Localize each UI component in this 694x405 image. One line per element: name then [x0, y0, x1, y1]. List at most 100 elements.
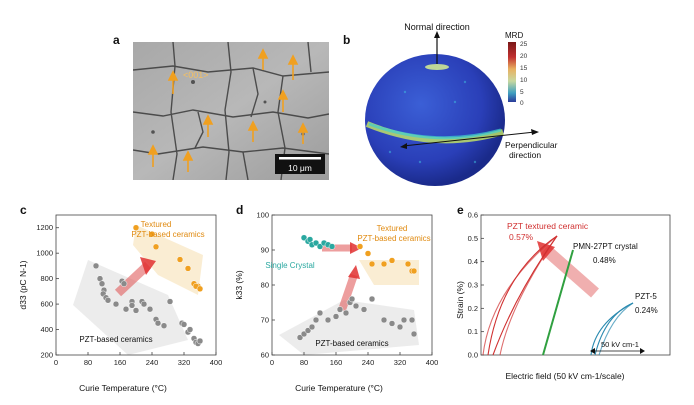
annotation-pzt-ceramics: PZT-based ceramics — [315, 339, 388, 348]
sem-micrograph: <001> 10 μm — [133, 42, 329, 180]
curve-pzt-textured-down — [487, 235, 558, 356]
data-point — [336, 306, 344, 313]
data-point — [196, 285, 204, 293]
panel-letter-c: c — [20, 203, 27, 217]
data-point — [176, 256, 184, 263]
colorbar — [508, 42, 516, 102]
colorbar-tick: 20 — [520, 53, 528, 60]
data-point — [342, 309, 350, 317]
value-pmn-27pt: 0.48% — [593, 256, 616, 265]
region-textured — [133, 225, 203, 295]
sphere — [365, 54, 505, 186]
orientation-arrows — [147, 48, 309, 172]
data-point — [196, 337, 204, 345]
annotation-textured: Textured — [377, 224, 408, 233]
panel-letter-b: b — [343, 33, 351, 47]
data-point — [154, 319, 162, 327]
data-point — [408, 316, 416, 324]
value-pzt-textured: 0.57% — [509, 232, 534, 242]
trend-arrow — [541, 244, 599, 298]
scale-label: 50 kV cm-1 — [601, 340, 639, 349]
data-point — [364, 250, 372, 257]
y-tick-label: 800 — [40, 274, 53, 283]
data-point — [148, 230, 156, 238]
x-axis-label: Curie Temperature (°C) — [295, 383, 383, 393]
panel-letter-d: d — [236, 203, 244, 217]
y-tick-label: 90 — [261, 246, 269, 255]
perpendicular-label-1: Perpendicular — [505, 140, 558, 150]
data-point — [146, 305, 154, 313]
label-pzt-textured: PZT textured ceramic — [507, 221, 589, 231]
pole-figure-svg: Normal direction Perpendicular direction… — [365, 22, 558, 186]
colorbar-tick: 5 — [520, 89, 524, 96]
annotation-single-crystal: Single Crystal — [265, 261, 315, 270]
data-point — [348, 295, 356, 303]
label-pmn-27pt: PMN-27PT crystal — [573, 242, 638, 251]
data-point — [312, 316, 320, 324]
data-point — [98, 280, 106, 287]
y-tick-label: 1200 — [36, 223, 53, 232]
data-point — [368, 295, 376, 303]
y-tick-label: 0.5 — [468, 234, 478, 243]
y-axis-label: k33 (%) — [234, 270, 244, 299]
scale-bar-label: 10 μm — [288, 163, 312, 173]
annotation-pzt-ceramics: PZT-based ceramics — [79, 335, 152, 344]
data-point — [324, 316, 332, 324]
data-point — [140, 300, 148, 308]
data-point — [316, 309, 324, 317]
chart-d-svg: 0 80 160 240 320 400 60 70 80 90 100 Textured PZT-… — [234, 211, 438, 394]
y-tick-label: 600 — [40, 300, 53, 309]
y-tick-label: 0.4 — [468, 257, 478, 266]
chart-c-svg: 0 80 160 240 320 400 200 400 600 800 1000 1200 Text… — [18, 214, 223, 393]
data-point — [388, 257, 396, 264]
x-tick-label: 0 — [54, 358, 58, 367]
annotation-textured: Textured — [141, 220, 172, 229]
data-point — [404, 260, 412, 268]
y-tick-label: 70 — [261, 316, 269, 325]
panel-letter-e: e — [457, 203, 464, 217]
data-point — [360, 306, 368, 313]
x-tick-label: 320 — [394, 358, 407, 367]
data-point — [352, 302, 360, 310]
curve-pmn-27pt — [542, 249, 574, 356]
data-point — [328, 243, 336, 250]
colorbar-tick: 10 — [520, 77, 528, 84]
y-tick-label: 0.1 — [468, 327, 478, 336]
data-point — [388, 320, 396, 327]
data-point — [180, 321, 188, 328]
plot-frame — [55, 214, 217, 356]
x-tick-label: 240 — [362, 358, 375, 367]
data-point — [400, 316, 408, 324]
colorbar-tick: 0 — [520, 100, 524, 107]
y-axis-label: d33 (pC N-1) — [18, 260, 28, 309]
data-point — [396, 323, 404, 331]
y-tick-label: 80 — [261, 281, 269, 290]
data-point — [166, 298, 174, 305]
normal-direction-label: Normal direction — [404, 22, 470, 32]
data-point — [332, 313, 340, 320]
x-tick-label: 400 — [210, 358, 223, 367]
data-point — [132, 224, 140, 231]
perpendicular-label-2: direction — [509, 150, 541, 160]
y-tick-label: 100 — [256, 211, 269, 220]
y-tick-label: 0.3 — [468, 281, 478, 290]
y-axis-label: Strain (%) — [455, 281, 465, 319]
chart-e: 0.0 0.1 0.2 0.3 0.4 0.5 0.6 PZT textured ceram… — [455, 205, 680, 395]
scale-bar — [279, 157, 321, 160]
annotation-textured-ceramics: PZT-based ceramics — [131, 230, 204, 239]
chart-c: 0 80 160 240 320 400 200 400 600 800 1000 1200 Text… — [18, 205, 228, 395]
data-point — [380, 316, 388, 324]
pole-figure: Normal direction Perpendicular direction… — [345, 22, 560, 192]
data-point — [112, 300, 120, 308]
orientation-label: <001> — [183, 70, 209, 80]
data-point — [92, 262, 100, 270]
data-point — [184, 265, 192, 272]
y-tick-label: 60 — [261, 351, 269, 360]
y-tick-label: 0.0 — [468, 351, 478, 360]
data-point — [104, 297, 112, 304]
x-tick-label: 320 — [178, 358, 191, 367]
x-tick-label: 80 — [84, 358, 92, 367]
y-tick-label: 0.6 — [468, 211, 478, 220]
data-point — [356, 243, 364, 250]
y-tick-label: 0.2 — [468, 304, 478, 313]
